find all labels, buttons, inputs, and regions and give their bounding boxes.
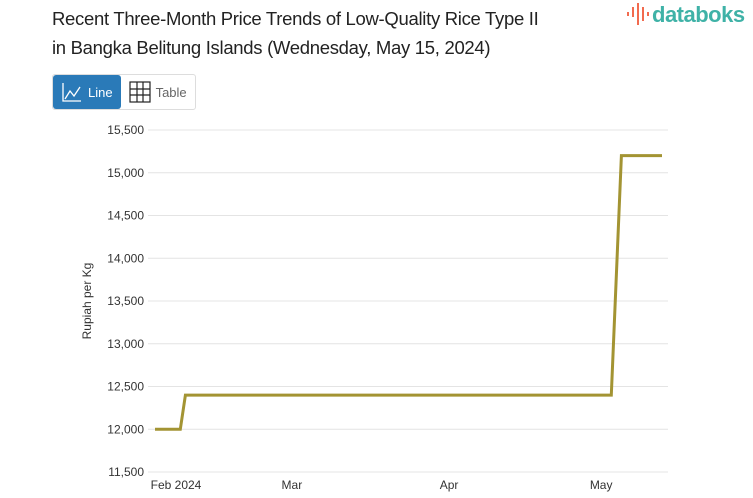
y-tick-label: 15,000 <box>107 166 144 180</box>
title-line-2: in Bangka Belitung Islands (Wednesday, M… <box>52 37 491 58</box>
logo-bars-icon <box>627 3 649 25</box>
x-tick-label: Feb 2024 <box>151 478 202 492</box>
y-tick-label: 14,000 <box>107 251 144 265</box>
table-view-label: Table <box>155 84 187 100</box>
x-tick-label: May <box>590 478 613 492</box>
x-tick-label: Mar <box>282 478 303 492</box>
title-line-1: Recent Three-Month Price Trends of Low-Q… <box>52 8 539 29</box>
y-tick-label: 13,500 <box>107 294 144 308</box>
logo-text: databoks <box>652 2 745 27</box>
y-tick-label: 11,500 <box>108 465 144 479</box>
y-tick-label: 13,000 <box>107 337 144 351</box>
y-tick-label: 14,500 <box>107 209 144 223</box>
line-chart-icon <box>62 83 81 102</box>
line-view-label: Line <box>88 84 113 100</box>
table-view-button[interactable]: Table <box>121 75 195 109</box>
y-tick-label: 15,500 <box>107 123 144 137</box>
databoks-logo: databoks <box>626 2 745 28</box>
y-axis-label: Rupiah per Kg <box>80 263 94 340</box>
x-tick-label: Apr <box>440 478 459 492</box>
table-grid-icon <box>128 81 151 103</box>
view-toggle: Line Table <box>52 74 196 110</box>
y-tick-label: 12,500 <box>107 380 144 394</box>
line-view-button[interactable]: Line <box>53 75 121 109</box>
chart-title: Recent Three-Month Price Trends of Low-Q… <box>52 4 539 62</box>
y-tick-label: 12,000 <box>107 422 144 436</box>
series-line <box>155 154 662 431</box>
